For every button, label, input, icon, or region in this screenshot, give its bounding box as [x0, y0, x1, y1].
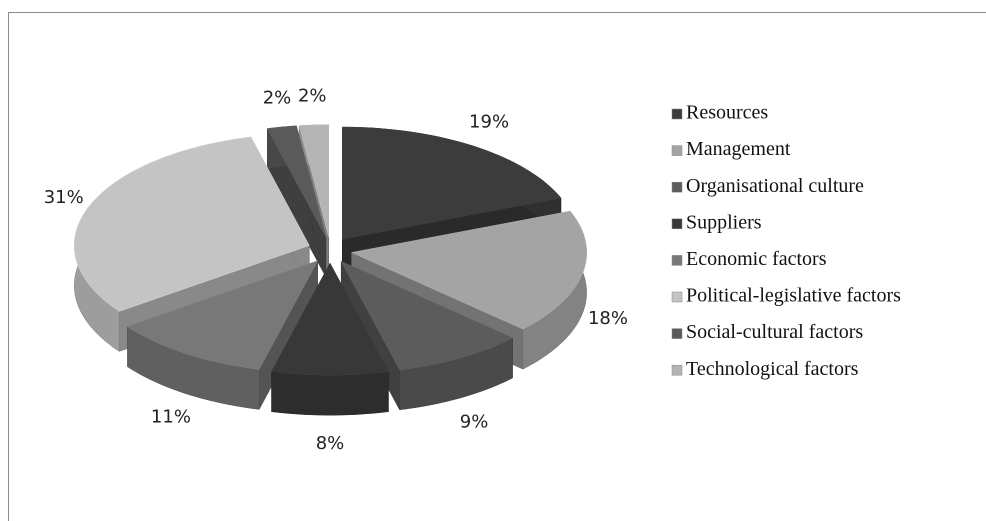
legend-swatch — [671, 181, 683, 193]
pie-slice — [267, 125, 327, 278]
legend-label: Suppliers — [686, 211, 762, 233]
legend-swatch — [671, 364, 683, 376]
legend-swatch — [671, 291, 683, 303]
data-label: 2% — [263, 88, 292, 109]
legend-label: Technological factors — [686, 358, 859, 380]
legend-label: Organisational culture — [686, 175, 864, 197]
data-label: 31% — [44, 187, 84, 208]
slice-wall — [271, 371, 389, 416]
legend-swatch — [671, 218, 683, 230]
data-label: 8% — [316, 433, 345, 454]
data-label: 9% — [460, 412, 489, 433]
slice-top — [126, 260, 319, 370]
pie-slice — [271, 262, 389, 416]
legend-label: Management — [686, 138, 791, 160]
data-label: 2% — [298, 85, 327, 106]
legend-swatch — [671, 108, 683, 120]
legend-label: Resources — [686, 102, 768, 124]
data-label: 11% — [151, 406, 191, 427]
legend-swatch — [671, 255, 683, 266]
data-label: 19% — [469, 112, 509, 133]
data-label: 18% — [588, 308, 628, 329]
legend-label: Social-cultural factors — [686, 321, 863, 343]
slice-top — [267, 125, 327, 238]
slice-top — [340, 260, 514, 371]
slice-top — [350, 210, 587, 330]
legend-swatch — [671, 145, 683, 156]
legend-label: Economic factors — [686, 248, 827, 270]
slice-top — [74, 136, 310, 312]
slice-top — [271, 262, 389, 376]
slice-top — [342, 126, 562, 240]
legend-label: Political-legislative factors — [686, 285, 901, 307]
legend-swatch — [671, 328, 683, 339]
slice-top — [298, 124, 329, 237]
